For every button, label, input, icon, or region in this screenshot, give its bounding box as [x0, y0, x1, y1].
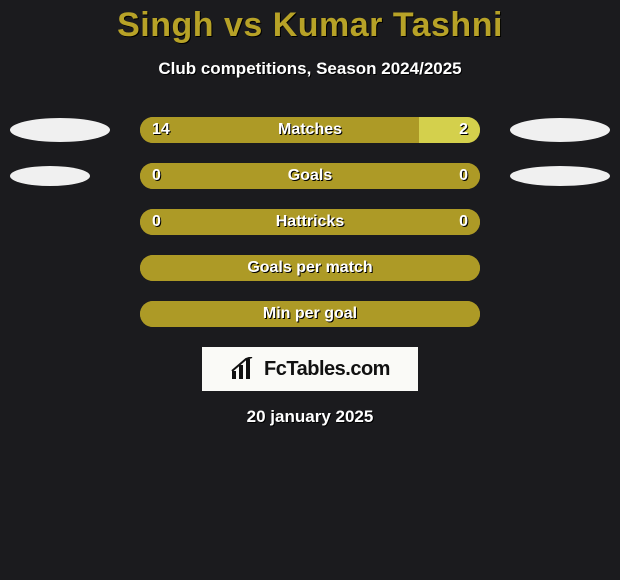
stat-label: Matches [140, 117, 480, 143]
player-a-silhouette [10, 118, 110, 142]
stat-label: Hattricks [140, 209, 480, 235]
player-b-silhouette [510, 118, 610, 142]
footer-date: 20 january 2025 [0, 407, 620, 427]
brand-badge: FcTables.com [202, 347, 418, 391]
stat-bar: 00Goals [140, 163, 480, 189]
brand-label: FcTables.com [264, 358, 390, 381]
stat-label: Min per goal [140, 301, 480, 327]
stat-row: 00Hattricks [0, 209, 620, 235]
stat-label: Goals per match [140, 255, 480, 281]
stat-row: Goals per match [0, 255, 620, 281]
stat-row: Min per goal [0, 301, 620, 327]
comparison-rows: 142Matches 00Goals 00Hattricks Goals per ma… [0, 117, 620, 327]
stat-bar: Min per goal [140, 301, 480, 327]
page-subtitle: Club competitions, Season 2024/2025 [0, 59, 620, 79]
stat-row: 142Matches [0, 117, 620, 143]
stat-label: Goals [140, 163, 480, 189]
comparison-infographic: Singh vs Kumar Tashni Club competitions,… [0, 6, 620, 580]
player-a-silhouette [10, 166, 90, 186]
stat-bar: 142Matches [140, 117, 480, 143]
player-b-silhouette [510, 166, 610, 186]
stat-row: 00Goals [0, 163, 620, 189]
page-title: Singh vs Kumar Tashni [0, 6, 620, 45]
stat-bar: 00Hattricks [140, 209, 480, 235]
stat-bar: Goals per match [140, 255, 480, 281]
bars-icon [230, 357, 258, 381]
